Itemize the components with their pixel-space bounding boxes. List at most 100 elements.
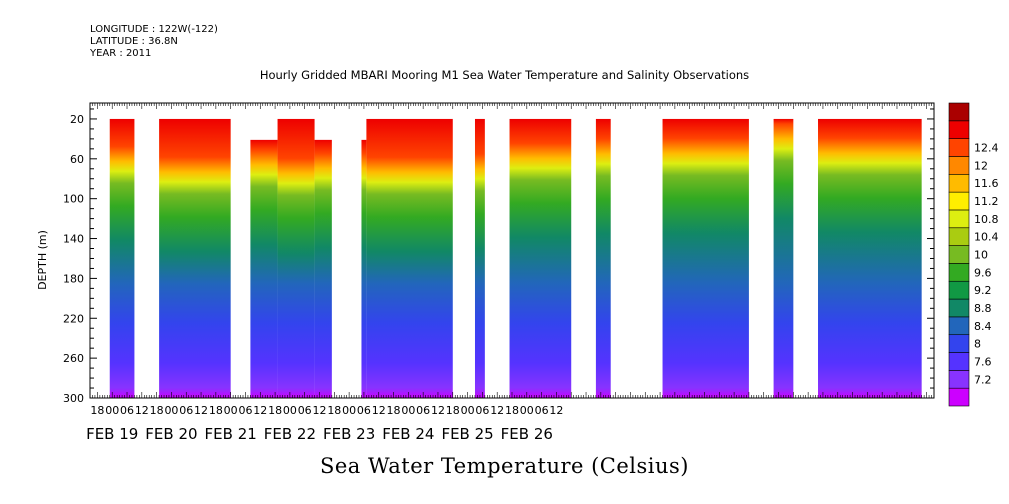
colorbar: 7.2 7.6 8 8.4 8.8 9.2 9.6 10 10.4 10.8 11.2 11.6 12 1… (948, 102, 999, 407)
colorbar-label: 11.2 (974, 195, 999, 208)
y-axis-label: DEPTH (m) (36, 230, 49, 290)
x-hour-tick-label: 00 (401, 404, 415, 417)
longitude-label: LONGITUDE : 122W(-122) (90, 24, 218, 35)
x-hour-tick-label: 00 (520, 404, 534, 417)
data-segment (474, 118, 485, 398)
x-hour-tick-label: 00 (342, 404, 356, 417)
x-date-label: FEB 23 (323, 425, 375, 443)
colorbar-swatch (948, 173, 970, 193)
colorbar-label: 9.2 (974, 284, 992, 297)
x-hour-tick-label: 18 (505, 404, 519, 417)
colorbar-swatch (948, 227, 970, 246)
x-hour-tick-label: 00 (105, 404, 119, 417)
colorbar-swatch (948, 316, 970, 336)
colorbar-swatch (948, 102, 970, 122)
x-hour-tick-label: 00 (461, 404, 475, 417)
x-hour-tick-label: 12 (313, 404, 327, 417)
x-hour-tick-label: 00 (283, 404, 297, 417)
plot-area (109, 118, 922, 398)
y-tick-label: 100 (63, 193, 84, 206)
colorbar-label: 10 (974, 249, 988, 262)
data-segment (662, 118, 749, 398)
data-segment (818, 118, 922, 398)
x-hour-tick-label: 12 (253, 404, 267, 417)
x-date-label: FEB 22 (264, 425, 316, 443)
colorbar-swatch (948, 280, 970, 300)
data-segment (366, 118, 453, 398)
colorbar-label: 10.8 (974, 213, 999, 226)
colorbar-swatch (948, 298, 970, 318)
chart-title: Hourly Gridded MBARI Mooring M1 Sea Wate… (259, 68, 750, 82)
x-hour-tick-label: 18 (327, 404, 341, 417)
data-segment (773, 118, 794, 398)
data-segment (250, 139, 278, 398)
colorbar-label: 10.4 (974, 231, 999, 244)
colorbar-label: 7.2 (974, 373, 992, 386)
x-hour-tick-label: 18 (209, 404, 223, 417)
colorbar-swatch (948, 352, 970, 371)
x-hour-tick-label: 12 (135, 404, 149, 417)
data-segment (595, 118, 611, 398)
colorbar-label: 8 (974, 338, 981, 351)
colorbar-label: 8.4 (974, 320, 992, 333)
x-hour-tick-label: 12 (549, 404, 563, 417)
y-tick-label: 180 (63, 272, 84, 285)
colorbar-swatch (948, 120, 970, 139)
y-tick-label: 260 (63, 352, 84, 365)
colorbar-label: 8.8 (974, 302, 992, 315)
y-tick-label: 300 (63, 392, 84, 405)
x-hour-tick-label: 18 (90, 404, 104, 417)
temperature-chart: 7.27.688.48.89.29.61010.410.811.211.6121… (36, 102, 999, 443)
x-date-label: FEB 26 (501, 425, 553, 443)
colorbar-label: 7.6 (974, 355, 992, 368)
colorbar-swatch (948, 209, 970, 229)
x-hour-tick-label: 12 (431, 404, 445, 417)
x-hour-tick-label: 06 (357, 404, 371, 417)
x-hour-tick-label: 06 (179, 404, 193, 417)
colorbar-swatch (948, 245, 970, 264)
year-label: YEAR : 2011 (90, 48, 152, 59)
x-hour-tick-label: 06 (535, 404, 549, 417)
x-hour-tick-label: 12 (194, 404, 208, 417)
x-hour-tick-label: 18 (387, 404, 401, 417)
y-tick-label: 220 (63, 312, 84, 325)
x-date-label: FEB 25 (441, 425, 493, 443)
colorbar-label: 12 (974, 159, 988, 172)
y-tick-label: 20 (70, 113, 84, 126)
colorbar-label: 12.4 (974, 142, 999, 155)
data-segment (509, 118, 572, 398)
variable-label: Sea Water Temperature (Celsius) (319, 454, 689, 478)
colorbar-swatch (948, 138, 970, 157)
latitude-label: LATITUDE : 36.8N (90, 36, 178, 47)
x-hour-tick-label: 06 (298, 404, 312, 417)
x-date-label: FEB 19 (86, 425, 138, 443)
x-date-label: FEB 20 (145, 425, 197, 443)
colorbar-swatch (948, 156, 970, 175)
x-hour-tick-label: 18 (268, 404, 282, 417)
x-date-label: FEB 21 (205, 425, 257, 443)
x-hour-tick-label: 06 (475, 404, 489, 417)
x-hour-tick-label: 12 (372, 404, 386, 417)
x-hour-tick-label: 00 (224, 404, 238, 417)
y-tick-label: 60 (70, 153, 84, 166)
colorbar-label: 11.6 (974, 177, 999, 190)
x-hour-tick-label: 06 (120, 404, 134, 417)
x-date-label: FEB 24 (382, 425, 434, 443)
data-segment (277, 118, 315, 398)
data-segment (159, 118, 231, 398)
colorbar-swatch (948, 191, 970, 211)
colorbar-swatch (948, 263, 970, 282)
x-hour-tick-label: 00 (164, 404, 178, 417)
y-tick-label: 140 (63, 233, 84, 246)
colorbar-swatch (948, 334, 970, 353)
x-hour-tick-label: 06 (416, 404, 430, 417)
x-hour-tick-label: 18 (150, 404, 164, 417)
colorbar-label: 9.6 (974, 266, 992, 279)
x-hour-tick-label: 18 (446, 404, 460, 417)
x-hour-tick-label: 12 (490, 404, 504, 417)
colorbar-swatch (948, 370, 970, 389)
x-hour-tick-label: 06 (238, 404, 252, 417)
colorbar-swatch (948, 387, 970, 407)
data-segment (361, 139, 367, 398)
